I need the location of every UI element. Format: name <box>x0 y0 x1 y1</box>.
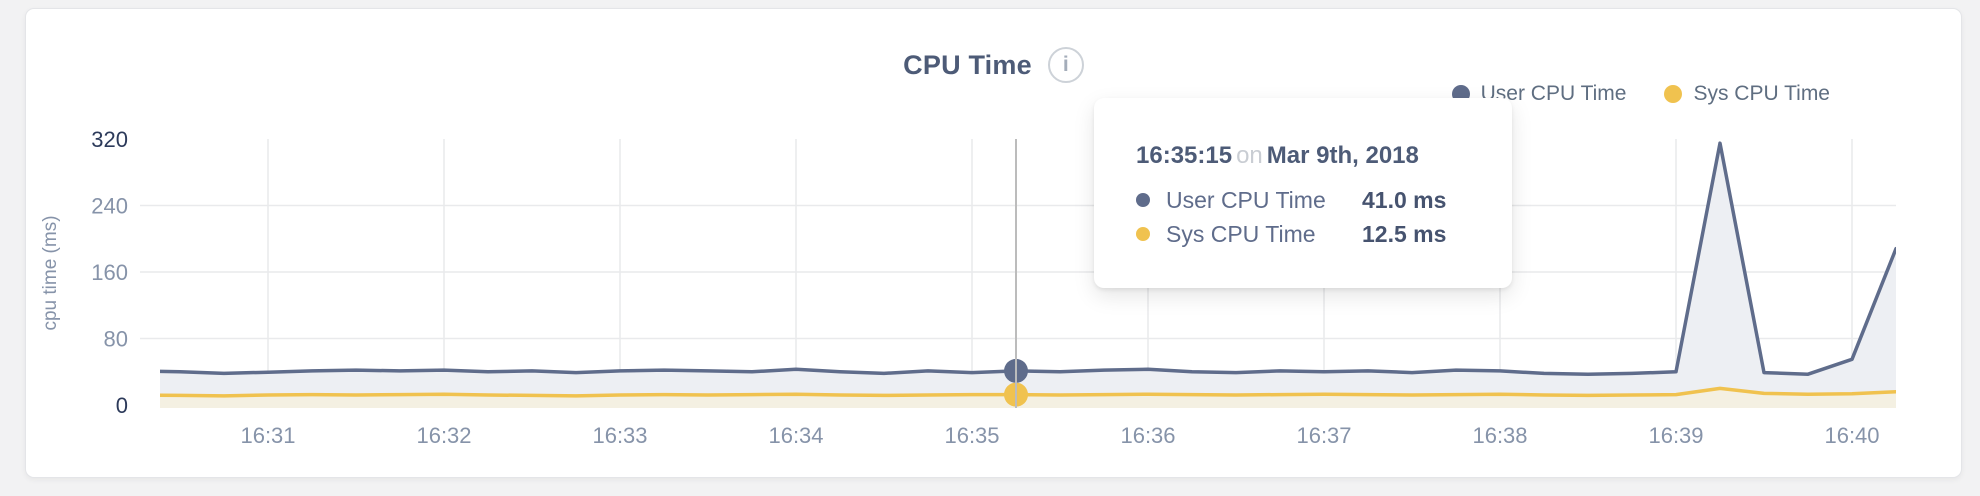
legend-item-sys-cpu-time[interactable]: Sys CPU Time <box>1664 82 1830 106</box>
legend-label: Sys CPU Time <box>1693 82 1830 105</box>
tooltip-series-label: User CPU Time <box>1166 186 1326 213</box>
x-tick-label: 16:39 <box>1648 423 1703 448</box>
y-tick-label: 0 <box>116 393 128 418</box>
y-tick-label: 80 <box>104 327 128 352</box>
sys-cpu-dot-icon <box>1136 227 1150 241</box>
info-icon[interactable]: i <box>1047 47 1084 83</box>
user-cpu-dot-icon <box>1136 193 1150 207</box>
y-tick-label: 160 <box>91 260 128 285</box>
tooltip-timestamp: 16:35:15 on Mar 9th, 2018 <box>1136 142 1512 170</box>
x-tick-label: 16:34 <box>768 423 823 448</box>
series-group <box>160 141 1896 408</box>
tooltip-series-value: 41.0 ms <box>1362 186 1447 213</box>
y-tick-label: 320 <box>91 127 128 152</box>
x-tick-label: 16:31 <box>240 423 295 448</box>
x-tick-label: 16:37 <box>1296 423 1351 448</box>
x-tick-label: 16:38 <box>1472 423 1527 448</box>
chart-header: CPU Time i <box>26 47 1961 83</box>
y-tick-label: 240 <box>91 194 128 219</box>
x-tick-label: 16:32 <box>416 423 471 448</box>
tooltip-series-value: 12.5 ms <box>1362 220 1447 247</box>
tooltip-row-user-cpu: User CPU Time 41.0 ms <box>1136 183 1512 217</box>
x-tick-label: 16:36 <box>1120 423 1175 448</box>
x-tick-label: 16:35 <box>944 423 999 448</box>
chart-title: CPU Time <box>903 49 1032 80</box>
x-tick-label: 16:33 <box>592 423 647 448</box>
tooltip-series-label: Sys CPU Time <box>1166 220 1316 247</box>
tooltip-row-sys-cpu: Sys CPU Time 12.5 ms <box>1136 217 1512 251</box>
y-axis-title: cpu time (ms) <box>40 215 61 330</box>
legend-label: User CPU Time <box>1480 82 1627 105</box>
tooltip-date: Mar 9th, 2018 <box>1266 142 1419 169</box>
tooltip-time: 16:35:15 <box>1136 142 1233 169</box>
chart-tooltip: 16:35:15 on Mar 9th, 2018 User CPU Time 41… <box>1094 98 1512 288</box>
x-tick-label: 16:40 <box>1824 423 1879 448</box>
sys-cpu-legend-dot-icon <box>1664 85 1683 103</box>
tooltip-conjunction: on <box>1236 142 1263 169</box>
user-cpu-area <box>160 143 1896 408</box>
sys-cpu-area <box>160 388 1896 408</box>
